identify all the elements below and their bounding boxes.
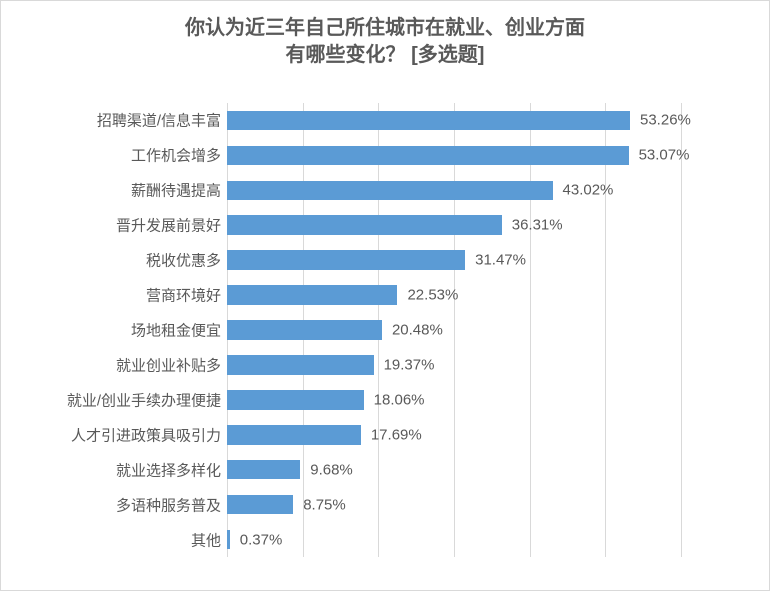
bar <box>227 355 374 375</box>
value-label: 17.69% <box>371 426 422 443</box>
bar <box>227 285 397 305</box>
category-label: 就业选择多样化 <box>116 459 221 480</box>
category-label: 多语种服务普及 <box>116 494 221 515</box>
bar <box>227 425 361 445</box>
category-label: 场地租金便宜 <box>131 319 221 340</box>
chart-frame: 你认为近三年自己所住城市在就业、创业方面 有哪些变化？ [多选题] 招聘渠道/信… <box>0 0 770 591</box>
bar <box>227 215 502 235</box>
bar <box>227 320 382 340</box>
bar-row: 就业/创业手续办理便捷18.06% <box>227 382 681 417</box>
value-label: 9.68% <box>310 461 353 478</box>
bar-row: 就业创业补贴多19.37% <box>227 347 681 382</box>
value-label: 18.06% <box>374 391 425 408</box>
bar <box>227 111 630 131</box>
value-label: 20.48% <box>392 321 443 338</box>
bar <box>227 460 300 480</box>
bar-row: 其他0.37% <box>227 522 681 557</box>
category-label: 晋升发展前景好 <box>116 215 221 236</box>
bar <box>227 495 293 515</box>
value-label: 53.07% <box>639 147 690 164</box>
bar-row: 税收优惠多31.47% <box>227 243 681 278</box>
value-label: 22.53% <box>407 287 458 304</box>
category-label: 就业/创业手续办理便捷 <box>67 389 221 410</box>
bar-row: 招聘渠道/信息丰富53.26% <box>227 103 681 138</box>
value-label: 36.31% <box>512 217 563 234</box>
value-label: 43.02% <box>563 182 614 199</box>
category-label: 人才引进政策具吸引力 <box>71 424 221 445</box>
value-label: 0.37% <box>240 531 283 548</box>
category-label: 工作机会增多 <box>131 145 221 166</box>
plot-area: 招聘渠道/信息丰富53.26%工作机会增多53.07%薪酬待遇提高43.02%晋… <box>227 103 681 557</box>
value-label: 19.37% <box>384 356 435 373</box>
category-label: 就业创业补贴多 <box>116 354 221 375</box>
category-label: 营商环境好 <box>146 285 221 306</box>
chart-title: 你认为近三年自己所住城市在就业、创业方面 有哪些变化？ [多选题] <box>1 15 769 69</box>
bar-row: 晋升发展前景好36.31% <box>227 208 681 243</box>
bar-row: 营商环境好22.53% <box>227 278 681 313</box>
bar <box>227 181 553 201</box>
value-label: 8.75% <box>303 496 346 513</box>
category-label: 税收优惠多 <box>146 250 221 271</box>
bar <box>227 250 465 270</box>
value-label: 31.47% <box>475 252 526 269</box>
category-label: 薪酬待遇提高 <box>131 180 221 201</box>
bar <box>227 530 230 550</box>
bar-row: 场地租金便宜20.48% <box>227 313 681 348</box>
value-label: 53.26% <box>640 112 691 129</box>
gridline <box>681 103 682 557</box>
bar-row: 多语种服务普及8.75% <box>227 487 681 522</box>
category-label: 招聘渠道/信息丰富 <box>97 110 221 131</box>
bar <box>227 146 629 166</box>
bar <box>227 390 364 410</box>
bar-row: 就业选择多样化9.68% <box>227 452 681 487</box>
bar-row: 人才引进政策具吸引力17.69% <box>227 417 681 452</box>
bar-row: 工作机会增多53.07% <box>227 138 681 173</box>
bar-row: 薪酬待遇提高43.02% <box>227 173 681 208</box>
category-label: 其他 <box>191 529 221 550</box>
